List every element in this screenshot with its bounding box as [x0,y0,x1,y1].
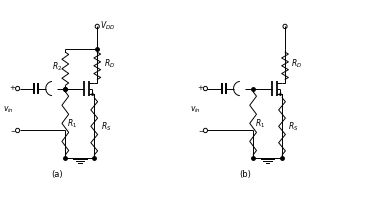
Text: +: + [10,85,16,91]
Text: $v_{in}$: $v_{in}$ [3,104,14,115]
Text: $v_{in}$: $v_{in}$ [190,104,202,115]
Text: $R_2$: $R_2$ [52,60,62,73]
Text: $R_S$: $R_S$ [101,120,111,132]
Text: $R_1$: $R_1$ [255,117,265,130]
Text: −: − [198,128,203,133]
Text: $V_{DD}$: $V_{DD}$ [100,19,115,32]
Text: (a): (a) [52,170,63,179]
Text: +: + [198,85,204,91]
Text: $R_D$: $R_D$ [104,58,115,70]
Text: −: − [10,128,15,133]
Text: $R_D$: $R_D$ [291,58,303,70]
Text: $R_1$: $R_1$ [67,117,78,130]
Text: (b): (b) [239,170,251,179]
Text: $R_S$: $R_S$ [288,120,299,132]
